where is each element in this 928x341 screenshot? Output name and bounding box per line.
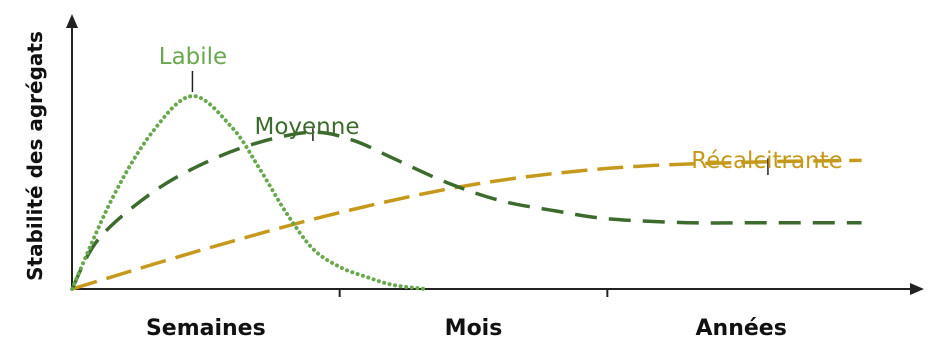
y-axis-title: Stabilité des agrégats bbox=[23, 31, 47, 281]
x-tick-label-semaines: Semaines bbox=[146, 316, 266, 341]
series-label-recalcitrante: Récalcitrante bbox=[691, 148, 843, 174]
series-label-moyenne: Moyenne bbox=[255, 114, 360, 140]
y-axis-arrow bbox=[66, 14, 78, 28]
series-line-labile bbox=[70, 94, 428, 291]
x-tick-label-annees: Années bbox=[696, 316, 787, 341]
x-tick-labels: Semaines Mois Années bbox=[146, 316, 787, 341]
series-line-moyenne bbox=[70, 130, 862, 290]
series-line-recalcitrante bbox=[71, 158, 862, 291]
series-lines bbox=[70, 94, 862, 291]
series-label-labile: Labile bbox=[159, 44, 227, 70]
series-labels: Labile Moyenne Récalcitrante bbox=[159, 44, 843, 175]
x-tick-label-mois: Mois bbox=[445, 316, 503, 341]
x-axis-arrow bbox=[910, 283, 924, 295]
x-ticks bbox=[338, 289, 609, 297]
axes bbox=[66, 14, 924, 295]
